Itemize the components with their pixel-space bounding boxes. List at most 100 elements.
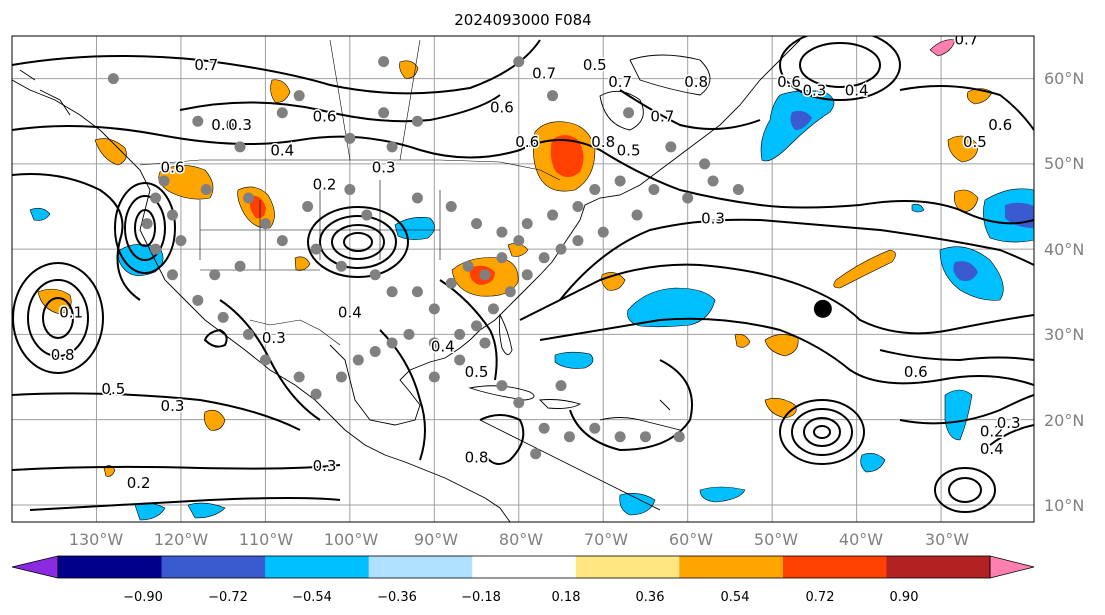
observation-dot — [403, 328, 415, 340]
observation-dot — [411, 286, 423, 298]
observation-dot — [614, 175, 626, 187]
contour-labels: 0.70.60.30.40.60.20.30.60.7 0.50.70.60.6 0… — [49, 31, 1022, 493]
contour-label: 0.5 — [617, 141, 641, 159]
observation-dot — [276, 235, 288, 247]
contour-label: 0.3 — [372, 158, 396, 176]
observation-dot — [504, 286, 516, 298]
observation-dot — [166, 209, 178, 221]
observation-dot — [259, 354, 271, 366]
contour-label: 0.3 — [997, 414, 1021, 432]
observation-dot — [141, 218, 153, 230]
contour-label: 0.1 — [59, 303, 83, 321]
lon-tick-label: 40°W — [839, 530, 883, 549]
warm-patch — [947, 135, 979, 163]
observation-dot — [699, 158, 711, 170]
observation-dot — [547, 90, 559, 102]
observation-dot — [378, 56, 390, 68]
observation-dot — [623, 107, 635, 119]
lon-tick-label: 70°W — [584, 530, 628, 549]
observation-dot — [673, 431, 685, 443]
observation-dot — [639, 431, 651, 443]
latitude-ticks: 60°N 50°N 40°N 30°N 20°N 10°N — [1044, 69, 1084, 515]
cool-patch — [554, 351, 594, 369]
warm-patch — [103, 465, 116, 477]
observation-dot — [496, 226, 508, 238]
lat-tick-label: 30°N — [1044, 325, 1084, 344]
warm-patch — [158, 165, 214, 200]
lat-tick-label: 10°N — [1044, 496, 1084, 515]
observation-dot — [462, 260, 474, 272]
warm-patch — [270, 79, 291, 103]
warm-patch — [399, 60, 419, 79]
gridlines — [12, 36, 1034, 522]
warm-patch — [294, 256, 311, 271]
lon-tick-label: 130°W — [69, 530, 124, 549]
observation-dot — [521, 218, 533, 230]
colorbar-tick-label: 0.36 — [636, 590, 665, 605]
observation-dot — [361, 209, 373, 221]
observation-dot — [242, 328, 254, 340]
contour-label: 0.5 — [963, 133, 987, 151]
colorbar — [11, 555, 1035, 579]
colorbar-tick-label: −0.36 — [377, 590, 417, 605]
observation-dot — [259, 218, 271, 230]
observation-dot — [538, 422, 550, 434]
colorbar-tick-label: −0.18 — [461, 590, 501, 605]
observation-dot — [369, 345, 381, 357]
cool-patch — [860, 453, 886, 473]
lon-tick-label: 100°W — [324, 530, 379, 549]
observation-dot — [293, 90, 305, 102]
contour-label: 0.3 — [228, 116, 252, 134]
observation-dot — [732, 183, 744, 195]
warm-core-patch — [249, 195, 266, 219]
lon-tick-label: 110°W — [239, 530, 294, 549]
contour-label: 0.2 — [980, 423, 1004, 441]
observation-dot — [411, 115, 423, 127]
contour-label: 0.3 — [313, 457, 337, 475]
observation-dot — [352, 354, 364, 366]
observation-dot — [200, 183, 212, 195]
colorbar-tick-label: 0.18 — [552, 590, 581, 605]
contour-label: 0.8 — [684, 73, 708, 91]
observation-dot — [302, 201, 314, 213]
colorbar-segment — [265, 556, 370, 578]
warm-patch — [764, 334, 799, 357]
observation-dot — [572, 201, 584, 213]
warm-patch — [967, 88, 993, 105]
contour-label: 0.6 — [515, 133, 539, 151]
colorbar-segment — [472, 556, 577, 578]
contour-label: 0.6 — [313, 107, 337, 125]
observation-dot — [471, 320, 483, 332]
cool-patch — [911, 203, 925, 213]
lon-tick-label: 60°W — [669, 530, 713, 549]
colorbar-segment — [58, 556, 163, 578]
contour-label: 0.8 — [465, 448, 489, 466]
observation-dot — [445, 277, 457, 289]
contour-label: 0.2 — [127, 474, 151, 492]
observation-dot — [209, 269, 221, 281]
observation-dot — [563, 431, 575, 443]
observation-dot — [428, 337, 440, 349]
storm-marker — [813, 299, 832, 318]
observation-dot — [166, 269, 178, 281]
colorbar-tick-label: 0.90 — [890, 590, 919, 605]
observation-dot — [310, 388, 322, 400]
warm-patch — [734, 334, 751, 348]
observation-dot — [513, 56, 525, 68]
cool-patch — [627, 287, 716, 328]
cool-patch — [619, 493, 656, 516]
lon-tick-label: 30°W — [925, 530, 969, 549]
observation-dot — [555, 380, 567, 392]
observation-dot — [471, 218, 483, 230]
observation-dot — [445, 201, 457, 213]
contour-label: 0.7 — [955, 31, 979, 49]
observation-dot — [631, 209, 643, 221]
observation-dot — [335, 371, 347, 383]
observation-dot — [386, 286, 398, 298]
contour-label: 0.6 — [777, 73, 801, 91]
observation-dot — [344, 132, 356, 144]
contour-label: 0.6 — [988, 116, 1012, 134]
contour-label: 0.4 — [431, 337, 455, 355]
lon-tick-label: 120°W — [154, 530, 209, 549]
observation-dot — [589, 422, 601, 434]
